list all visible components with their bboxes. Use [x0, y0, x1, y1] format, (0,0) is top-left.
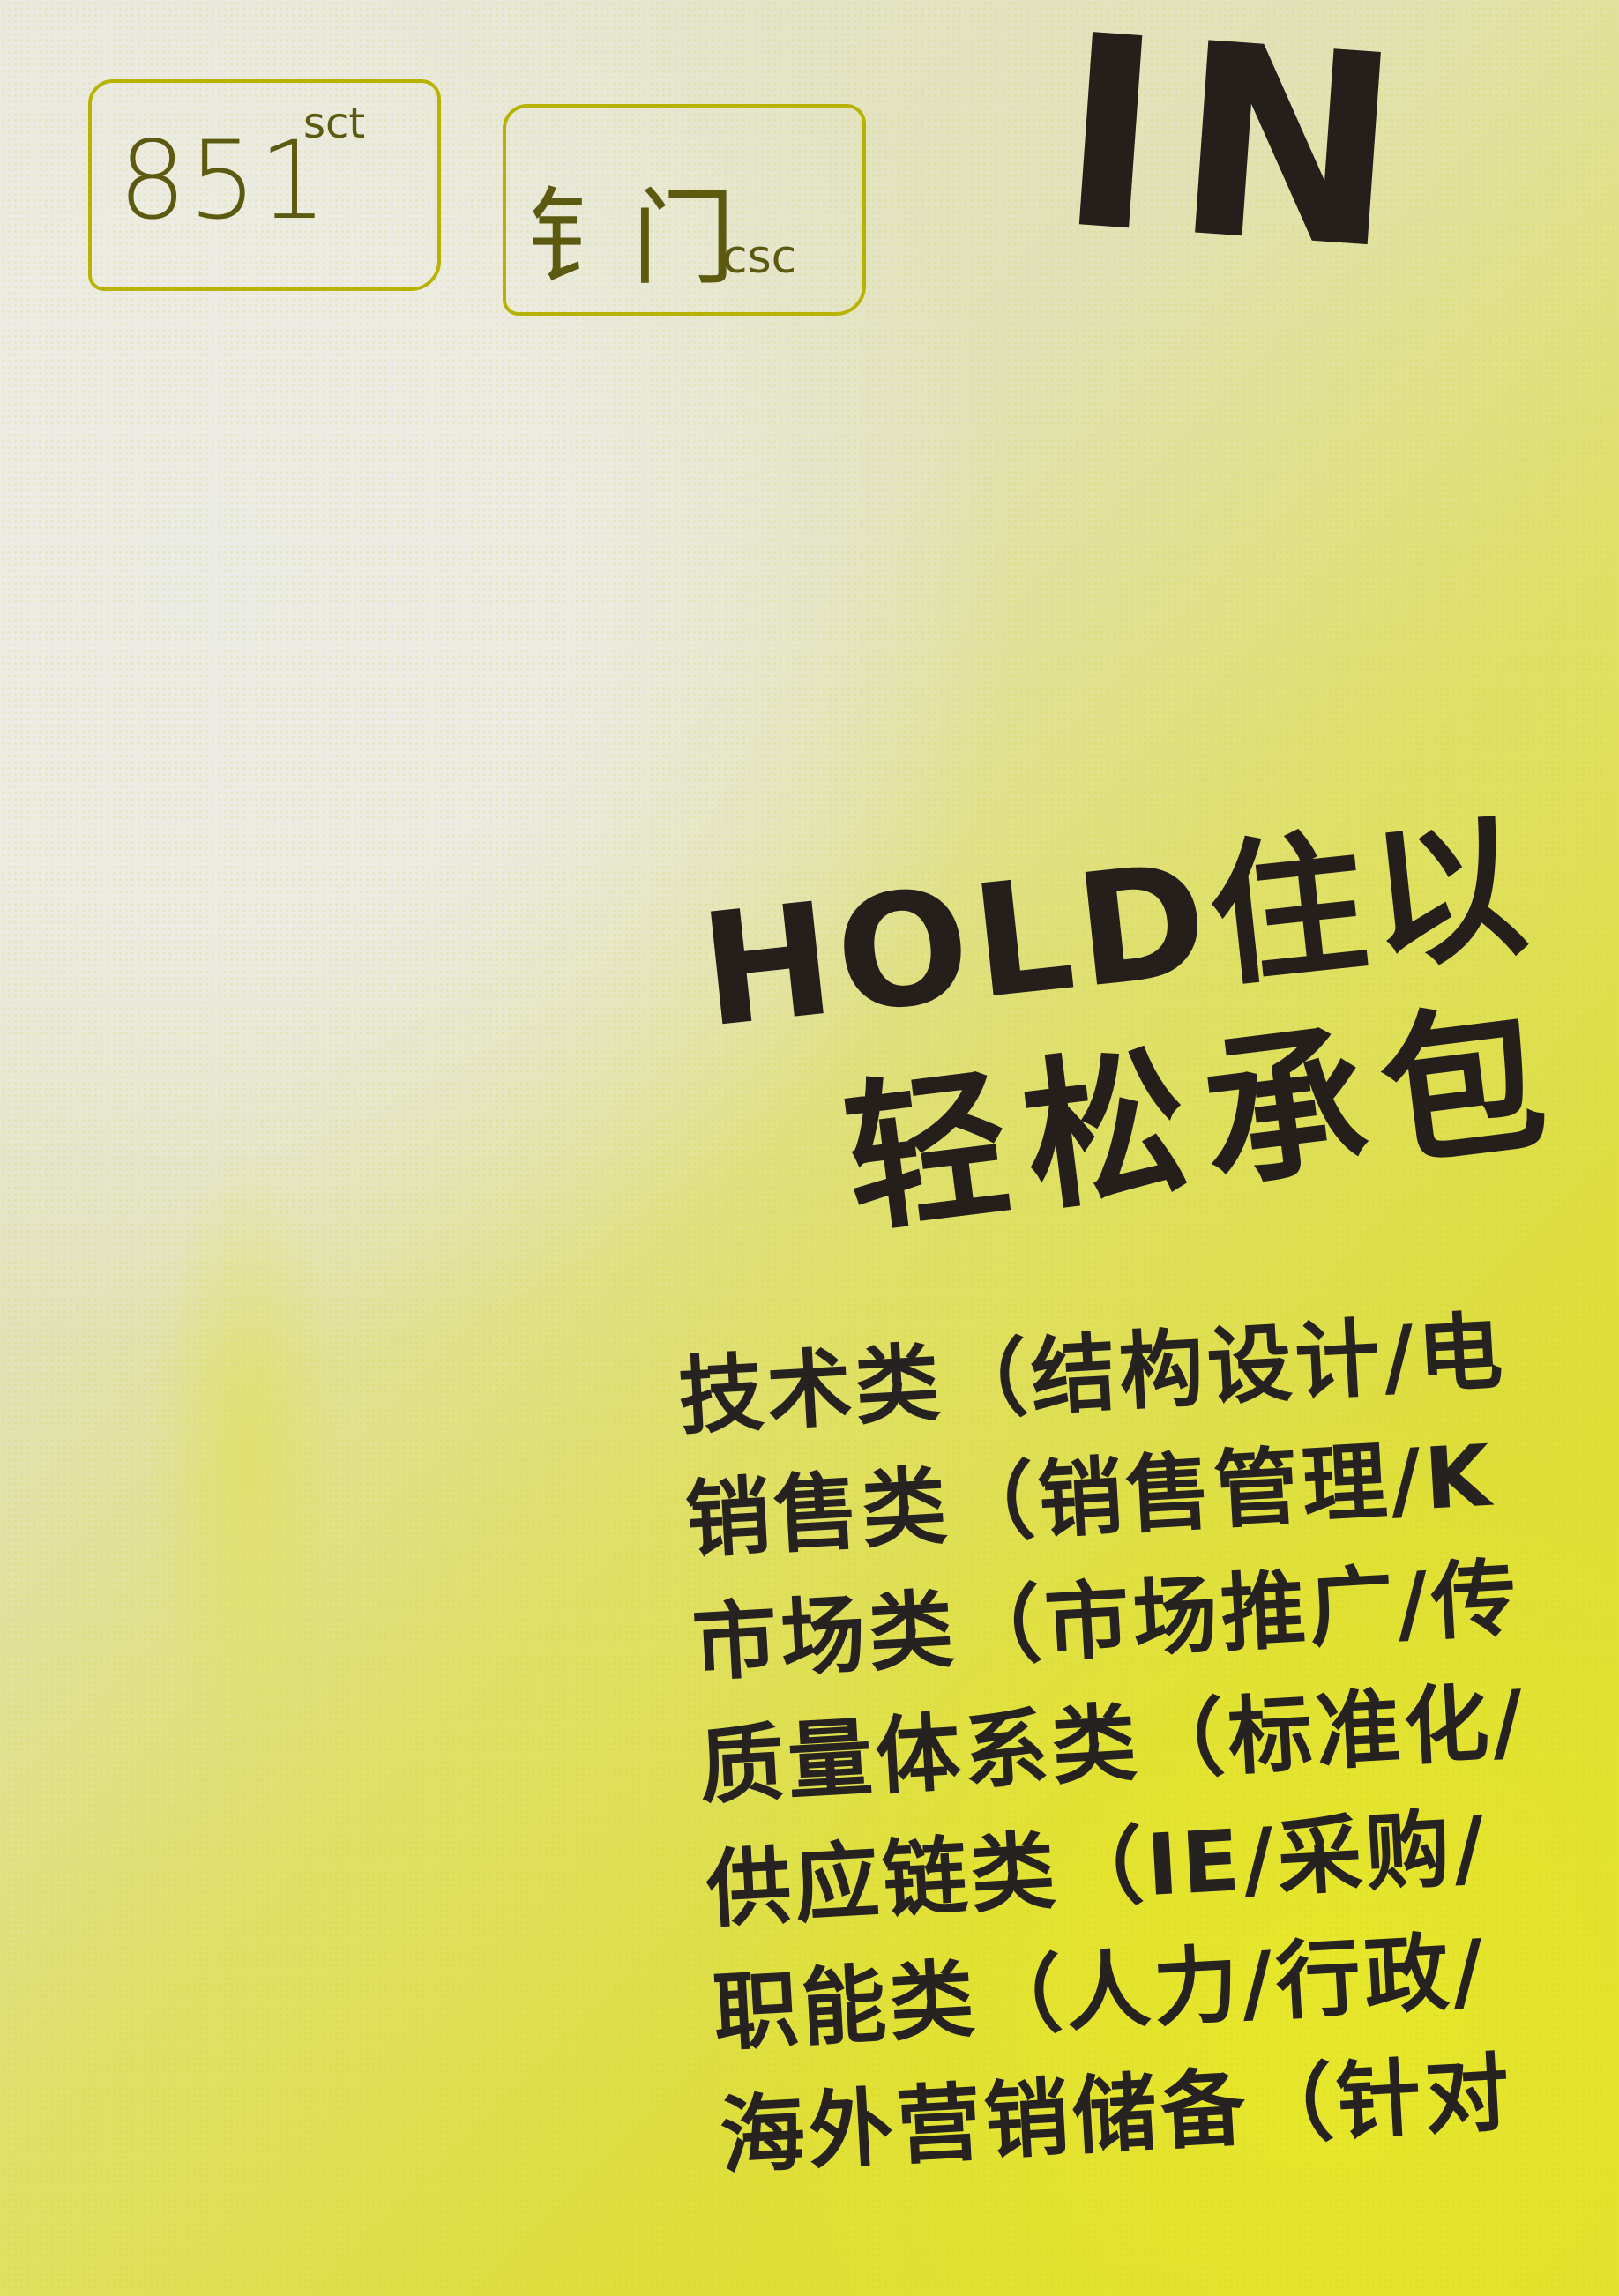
handwritten-tag-851: 851 sct [88, 79, 441, 291]
paint-stroke [150, 1146, 344, 1763]
tag-sub-text: sct [303, 99, 366, 148]
tag-sub-text: csc [722, 231, 797, 284]
tag-main-text: 851 [118, 118, 329, 243]
headline-partial: IN [1050, 0, 1427, 310]
job-category-list: 技术类（结构设计/电 销售类（销售管理/K 市场类（市场推广/传 质量体系类（标… [675, 1282, 1619, 2199]
handwritten-tag-door: 钅门 csc [503, 104, 866, 316]
tag-main-text: 钅门 [527, 177, 736, 299]
